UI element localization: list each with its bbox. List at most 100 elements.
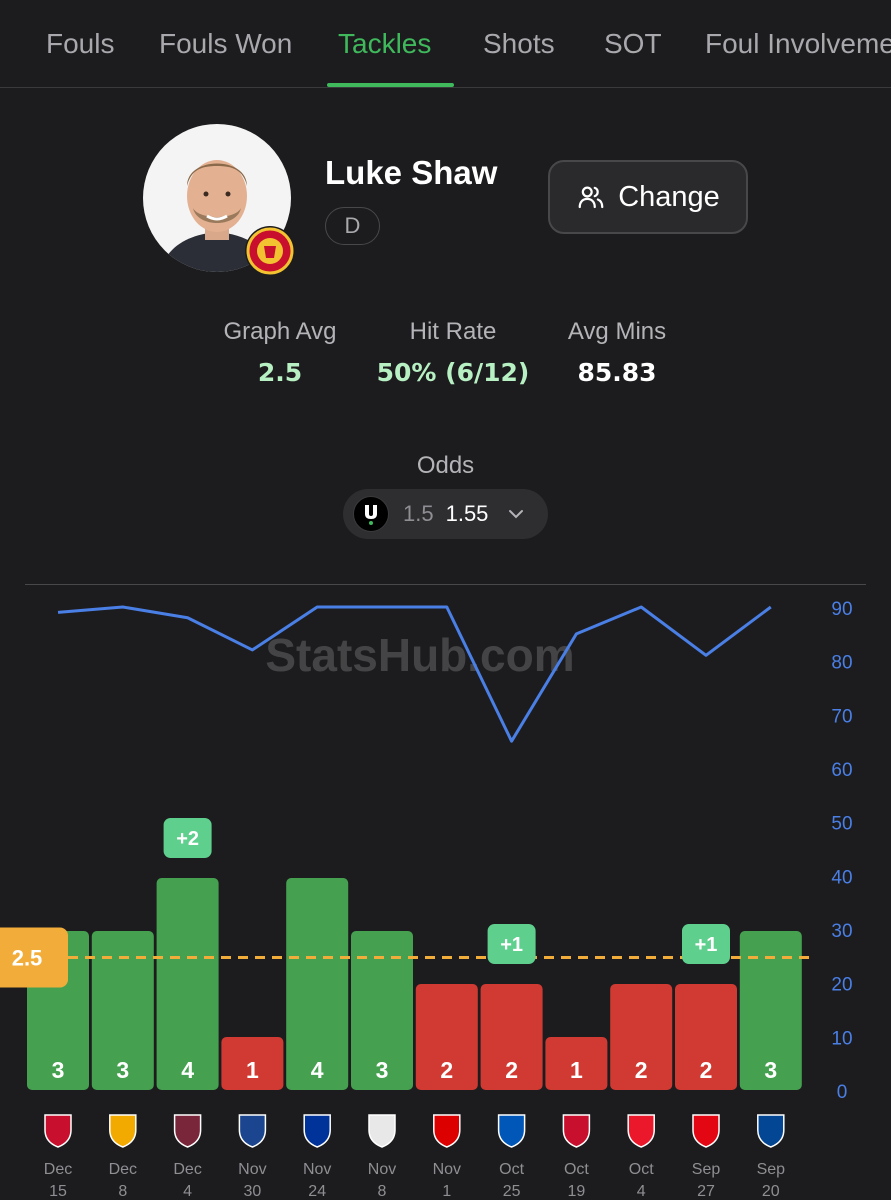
- right-axis-tick: 20: [831, 975, 852, 996]
- tackles-bar: [415, 984, 478, 1090]
- right-axis-tick: 0: [837, 1082, 848, 1103]
- crystal-palace-crest-icon: [238, 1114, 267, 1148]
- tackles-bar: [351, 931, 413, 1090]
- date-day: 30: [244, 1183, 262, 1200]
- tackles-bar: [610, 984, 673, 1090]
- bar-value-label: 3: [52, 1057, 65, 1083]
- bonus-badge: [163, 818, 212, 858]
- bournemouth-crest-icon: [44, 1114, 72, 1148]
- west-ham-crest-icon: [173, 1114, 202, 1148]
- right-axis-tick: 40: [831, 867, 852, 888]
- odds-price: 1.55: [445, 501, 489, 526]
- everton-crest-icon: [303, 1114, 331, 1148]
- date-month: Dec: [44, 1161, 72, 1178]
- date-day: 8: [378, 1183, 387, 1200]
- tab-sot[interactable]: SOT: [604, 28, 662, 59]
- right-axis-tick: 90: [831, 599, 852, 620]
- odds-label: Odds: [416, 452, 475, 479]
- tackles-bar: [221, 1037, 284, 1090]
- manchester-united-crest-icon: [245, 226, 295, 276]
- minutes-line: [57, 605, 772, 743]
- date-month: Oct: [499, 1161, 524, 1178]
- tab-fouls[interactable]: Fouls: [46, 28, 115, 59]
- stat-value: 2.5: [257, 358, 303, 387]
- right-axis-tick: 30: [831, 921, 852, 942]
- change-button-label: Change: [618, 180, 720, 213]
- brighton-crest-icon: [497, 1114, 526, 1148]
- bar-value-label: 3: [376, 1057, 389, 1083]
- tab-fouls-won[interactable]: Fouls Won: [159, 28, 293, 59]
- bar-value-label: 2: [505, 1057, 518, 1083]
- bar-value-label: 2: [440, 1057, 453, 1083]
- date-month: Sep: [692, 1161, 721, 1178]
- stat-value: 50% (6/12): [376, 358, 530, 387]
- bonus-badge: [682, 924, 730, 964]
- line-badge-label: 2.5: [12, 946, 43, 971]
- tackles-bar: [739, 931, 802, 1090]
- stat-tabs: Fouls Fouls Won Tackles Shots SOT Foul I…: [0, 0, 891, 88]
- date-month: Nov: [368, 1161, 396, 1178]
- date-month: Nov: [303, 1161, 331, 1178]
- date-month: Nov: [238, 1161, 266, 1178]
- right-axis-tick: 60: [831, 760, 852, 781]
- date-month: Oct: [629, 1161, 654, 1178]
- date-day: 19: [568, 1183, 586, 1200]
- date-day: 4: [183, 1183, 192, 1200]
- odds-selector[interactable]: 1.5 1.55: [343, 489, 548, 539]
- chart-top-divider: [25, 584, 866, 585]
- bar-value-label: 2: [700, 1057, 713, 1083]
- date-day: 25: [503, 1183, 521, 1200]
- stat-label: Graph Avg: [223, 318, 337, 345]
- date-month: Oct: [564, 1161, 589, 1178]
- bonus-badge: [487, 924, 536, 964]
- stat-value: 85.83: [577, 358, 657, 387]
- date-day: 27: [697, 1183, 715, 1200]
- bar-value-label: 4: [311, 1057, 324, 1083]
- tackles-bar: [480, 984, 543, 1090]
- bar-value-label: 1: [570, 1057, 583, 1083]
- tab-tackles[interactable]: Tackles: [338, 28, 432, 59]
- bar-value-label: 3: [764, 1057, 777, 1083]
- player-avatar: [143, 124, 291, 272]
- tackles-bar: [286, 878, 349, 1090]
- tackles-bar: [91, 931, 154, 1090]
- right-axis-tick: 50: [831, 814, 852, 835]
- date-month: Sep: [757, 1161, 786, 1178]
- right-axis-tick: 10: [831, 1028, 852, 1049]
- date-day: 1: [442, 1183, 451, 1200]
- sunderland-crest-icon: [627, 1114, 655, 1148]
- users-icon: [578, 186, 604, 209]
- active-tab-indicator: [327, 83, 454, 87]
- bar-value-label: 2: [635, 1057, 648, 1083]
- date-day: 20: [762, 1183, 780, 1200]
- stat-graph-avg: Graph Avg 2.5: [205, 318, 355, 387]
- line-badge: [0, 927, 68, 988]
- right-axis-tick: 70: [831, 706, 852, 727]
- date-month: Dec: [109, 1161, 137, 1178]
- bar-value-label: 3: [116, 1057, 129, 1083]
- date-day: 4: [637, 1183, 646, 1200]
- chelsea-crest-icon: [757, 1114, 785, 1148]
- nottingham-forest-crest-icon: [433, 1114, 461, 1148]
- date-day: 8: [118, 1183, 127, 1200]
- bonus-badge-label: +1: [500, 934, 523, 956]
- stat-label: Avg Mins: [567, 318, 667, 345]
- odds-line: 1.5: [403, 501, 434, 526]
- tab-shots[interactable]: Shots: [483, 28, 555, 59]
- brentford-crest-icon: [692, 1114, 720, 1148]
- right-axis-tick: 80: [831, 653, 852, 674]
- stat-avg-mins: Avg Mins 85.83: [552, 318, 682, 387]
- stat-hit-rate: Hit Rate 50% (6/12): [368, 318, 538, 387]
- player-name: Luke Shaw: [325, 154, 498, 191]
- tackles-bar: [675, 984, 737, 1090]
- date-month: Dec: [173, 1161, 201, 1178]
- change-player-button[interactable]: Change: [548, 160, 748, 234]
- bar-value-label: 4: [181, 1057, 194, 1083]
- tab-foul-involvement[interactable]: Foul Involveme: [705, 28, 891, 59]
- liverpool-crest-icon: [562, 1114, 591, 1148]
- wolves-crest-icon: [109, 1114, 137, 1148]
- position-badge: D: [325, 207, 380, 245]
- tottenham-crest-icon: [368, 1114, 396, 1148]
- bar-value-label: 1: [246, 1057, 259, 1083]
- date-day: 24: [308, 1183, 326, 1200]
